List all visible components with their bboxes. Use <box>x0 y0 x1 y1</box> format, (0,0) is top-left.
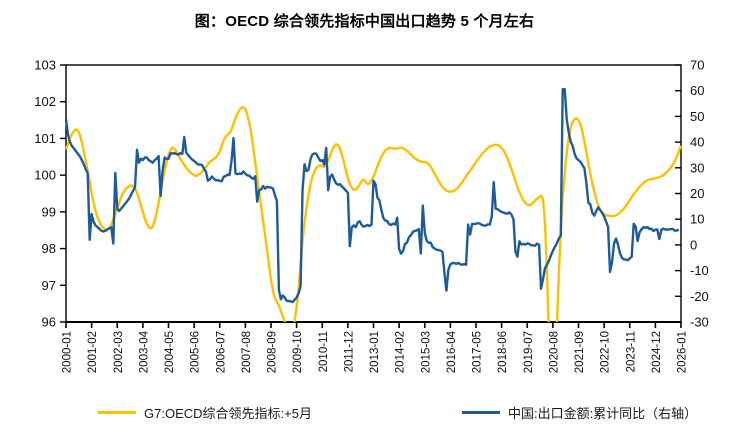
svg-text:-30: -30 <box>690 315 709 330</box>
china-export-line-swatch <box>461 411 500 414</box>
legend-item-china-export: 中国:出口金额:累计同比（右轴） <box>461 403 698 422</box>
svg-text:40: 40 <box>690 135 704 150</box>
svg-text:2009-10: 2009-10 <box>292 331 304 373</box>
svg-text:2018-06: 2018-06 <box>497 331 509 373</box>
svg-text:-20: -20 <box>690 289 709 304</box>
svg-text:2017-05: 2017-05 <box>472 331 484 373</box>
svg-text:2003-04: 2003-04 <box>138 330 150 373</box>
svg-text:2011-12: 2011-12 <box>343 331 355 372</box>
chart-legend: G7:OECD综合领先指标:+5月 中国:出口金额:累计同比（右轴） <box>0 403 729 422</box>
svg-text:100: 100 <box>34 168 56 183</box>
svg-text:50: 50 <box>690 109 704 124</box>
svg-text:10: 10 <box>690 212 704 227</box>
svg-text:2005-06: 2005-06 <box>190 331 202 373</box>
svg-text:2016-04: 2016-04 <box>446 330 458 373</box>
svg-text:98: 98 <box>42 241 56 256</box>
svg-text:2019-07: 2019-07 <box>523 331 535 373</box>
chart-canvas: 96 97 98 99 100 101 102 103 -30 -20 -10 0 10 20 30 40 50… <box>34 58 709 374</box>
svg-text:2000-01: 2000-01 <box>62 331 74 373</box>
chart-title: 图：OECD 综合领先指标中国出口趋势 5 个月左右 <box>194 13 535 30</box>
cli-legend-label: G7:OECD综合领先指标:+5月 <box>144 406 312 421</box>
svg-text:60: 60 <box>690 83 704 98</box>
svg-text:30: 30 <box>690 160 704 175</box>
svg-text:2008-09: 2008-09 <box>267 331 279 373</box>
svg-text:2026-01: 2026-01 <box>677 331 689 373</box>
svg-text:2013-01: 2013-01 <box>369 331 381 373</box>
svg-text:2024-12: 2024-12 <box>651 331 663 373</box>
svg-text:2015-03: 2015-03 <box>420 331 432 373</box>
svg-text:70: 70 <box>690 58 704 73</box>
svg-text:101: 101 <box>34 131 56 146</box>
svg-text:96: 96 <box>42 315 56 330</box>
svg-text:2010-11: 2010-11 <box>318 331 330 372</box>
legend-item-cli: G7:OECD综合领先指标:+5月 <box>98 403 312 422</box>
svg-text:2014-02: 2014-02 <box>395 331 407 373</box>
svg-text:2022-10: 2022-10 <box>600 331 612 373</box>
svg-text:103: 103 <box>34 58 56 73</box>
line-chart: 96 97 98 99 100 101 102 103 -30 -20 -10 0 10 20 30 40 50… <box>34 58 709 374</box>
svg-text:99: 99 <box>42 204 56 219</box>
svg-text:2004-05: 2004-05 <box>164 331 176 373</box>
svg-text:2002-03: 2002-03 <box>113 331 125 373</box>
cli-line-swatch <box>98 411 136 414</box>
svg-text:2021-09: 2021-09 <box>574 331 586 373</box>
svg-text:2006-07: 2006-07 <box>215 331 227 373</box>
svg-text:2007-08: 2007-08 <box>241 331 253 373</box>
svg-text:2001-02: 2001-02 <box>87 331 99 373</box>
svg-text:97: 97 <box>42 278 56 293</box>
svg-text:-10: -10 <box>690 263 709 278</box>
china-export-legend-label: 中国:出口金额:累计同比（右轴） <box>507 406 698 421</box>
svg-text:102: 102 <box>34 94 56 109</box>
svg-text:0: 0 <box>690 237 697 252</box>
svg-text:2023-11: 2023-11 <box>625 331 637 372</box>
svg-text:2020-08: 2020-08 <box>548 331 560 373</box>
svg-text:20: 20 <box>690 186 704 201</box>
